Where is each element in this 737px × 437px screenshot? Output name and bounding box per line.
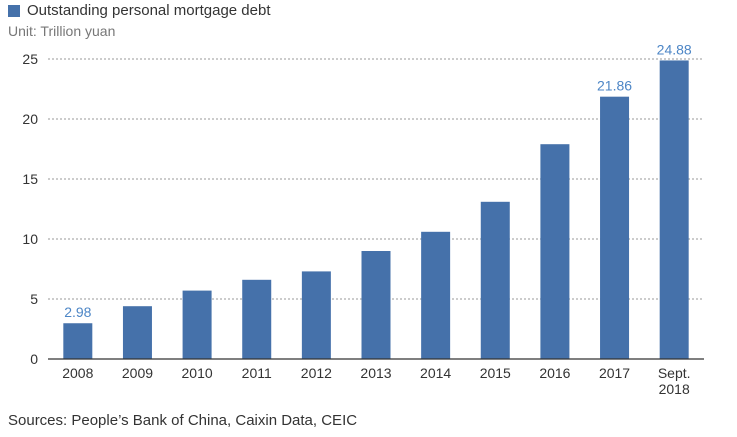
legend-swatch [8, 4, 20, 17]
x-tick-label: 2015 [480, 365, 511, 381]
y-tick-label: 10 [22, 231, 38, 247]
legend-label: Outstanding personal mortgage debt [27, 2, 271, 19]
data-label: 24.88 [657, 41, 692, 57]
bar [600, 96, 630, 360]
x-tick-label: 2009 [122, 365, 153, 381]
x-tick-label: 2017 [599, 365, 630, 381]
source-note: Sources: People’s Bank of China, Caixin … [8, 412, 358, 429]
x-tick-label: 2011 [242, 365, 272, 381]
data-label: 2.98 [64, 304, 91, 320]
bar [480, 201, 510, 359]
bar [63, 323, 93, 359]
bar-chart: 0 5 10 15 20 25 2.98 21.86 24.88 2008 2009 2010 2011… [22, 41, 704, 397]
x-tick-label: 2014 [420, 365, 451, 381]
bar [242, 279, 272, 359]
bar [301, 271, 331, 359]
legend: Outstanding personal mortgage debt [8, 2, 271, 19]
bar [421, 231, 451, 359]
x-tick-label: 2016 [539, 365, 570, 381]
bar [361, 251, 391, 359]
y-tick-label: 20 [22, 111, 38, 127]
y-tick-label: 5 [30, 291, 38, 307]
bar [659, 60, 689, 359]
y-tick-label: 0 [30, 351, 38, 367]
x-tick-label: 2010 [182, 365, 213, 381]
y-tick-label: 25 [22, 51, 38, 67]
bar [122, 306, 152, 359]
y-tick-label: 15 [22, 171, 38, 187]
unit-label: Unit: Trillion yuan [8, 23, 116, 39]
x-tick-label: Sept. [658, 365, 691, 381]
bar [540, 144, 570, 359]
x-tick-label: 2013 [360, 365, 391, 381]
x-tick-label: 2008 [62, 365, 93, 381]
data-label: 21.86 [597, 78, 632, 94]
x-tick-label: 2012 [301, 365, 332, 381]
bar [182, 290, 212, 359]
x-tick-label: 2018 [659, 381, 690, 397]
